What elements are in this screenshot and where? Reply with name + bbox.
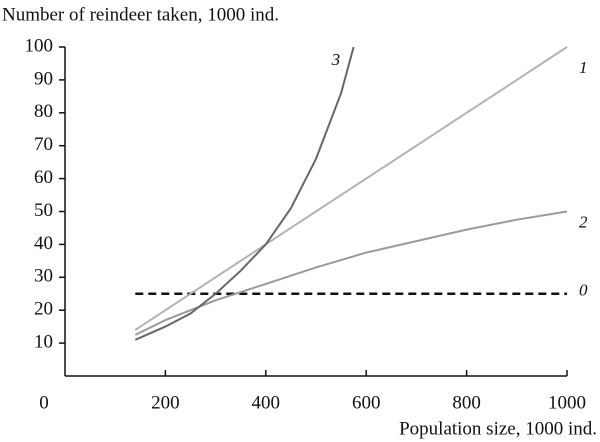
y-tick-label: 20 bbox=[34, 299, 53, 320]
x-tick-label: 0 bbox=[39, 392, 49, 413]
y-tick-label: 10 bbox=[34, 331, 53, 352]
y-tick-label: 90 bbox=[34, 68, 53, 89]
x-tick-label: 1000 bbox=[548, 392, 586, 413]
series-line bbox=[134, 46, 568, 331]
series-line bbox=[134, 210, 568, 336]
y-tick-label: 100 bbox=[25, 35, 54, 56]
x-tick-label: 600 bbox=[352, 392, 381, 413]
y-tick-label: 80 bbox=[34, 101, 53, 122]
y-tick-label: 60 bbox=[34, 167, 53, 188]
y-tick-label: 30 bbox=[34, 266, 53, 287]
y-axis-label: Number of reindeer taken, 1000 ind. bbox=[2, 4, 279, 25]
series-label: 3 bbox=[331, 50, 341, 69]
series-line bbox=[134, 46, 355, 341]
y-tick-label: 70 bbox=[34, 134, 53, 155]
x-tick-label: 400 bbox=[252, 392, 281, 413]
x-tick-label: 200 bbox=[151, 392, 180, 413]
series-label: 1 bbox=[579, 58, 588, 77]
x-axis-label: Population size, 1000 ind. bbox=[399, 418, 597, 439]
series-label: 0 bbox=[579, 281, 588, 300]
y-tick-label: 50 bbox=[34, 200, 53, 221]
series-label: 2 bbox=[579, 212, 588, 231]
y-tick-label: 40 bbox=[34, 233, 53, 254]
x-tick-label: 800 bbox=[452, 392, 481, 413]
